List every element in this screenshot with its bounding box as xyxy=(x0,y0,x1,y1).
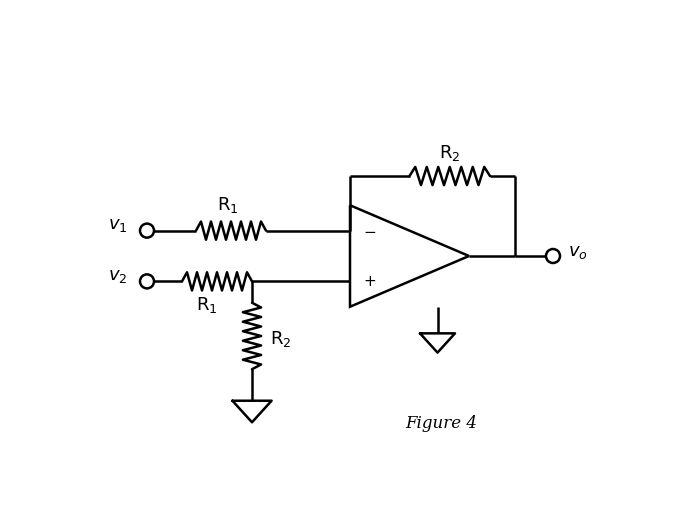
Text: $-$: $-$ xyxy=(363,223,376,238)
Text: R$_2$: R$_2$ xyxy=(439,143,461,164)
Text: R$_2$: R$_2$ xyxy=(270,329,291,349)
Text: Figure 4: Figure 4 xyxy=(405,416,477,432)
Text: $+$: $+$ xyxy=(363,274,376,289)
Text: R$_1$: R$_1$ xyxy=(217,195,238,215)
Text: $v_o$: $v_o$ xyxy=(568,243,588,261)
Text: $v_2$: $v_2$ xyxy=(108,267,127,285)
Text: $v_1$: $v_1$ xyxy=(108,216,127,234)
Text: R$_1$: R$_1$ xyxy=(196,295,217,316)
